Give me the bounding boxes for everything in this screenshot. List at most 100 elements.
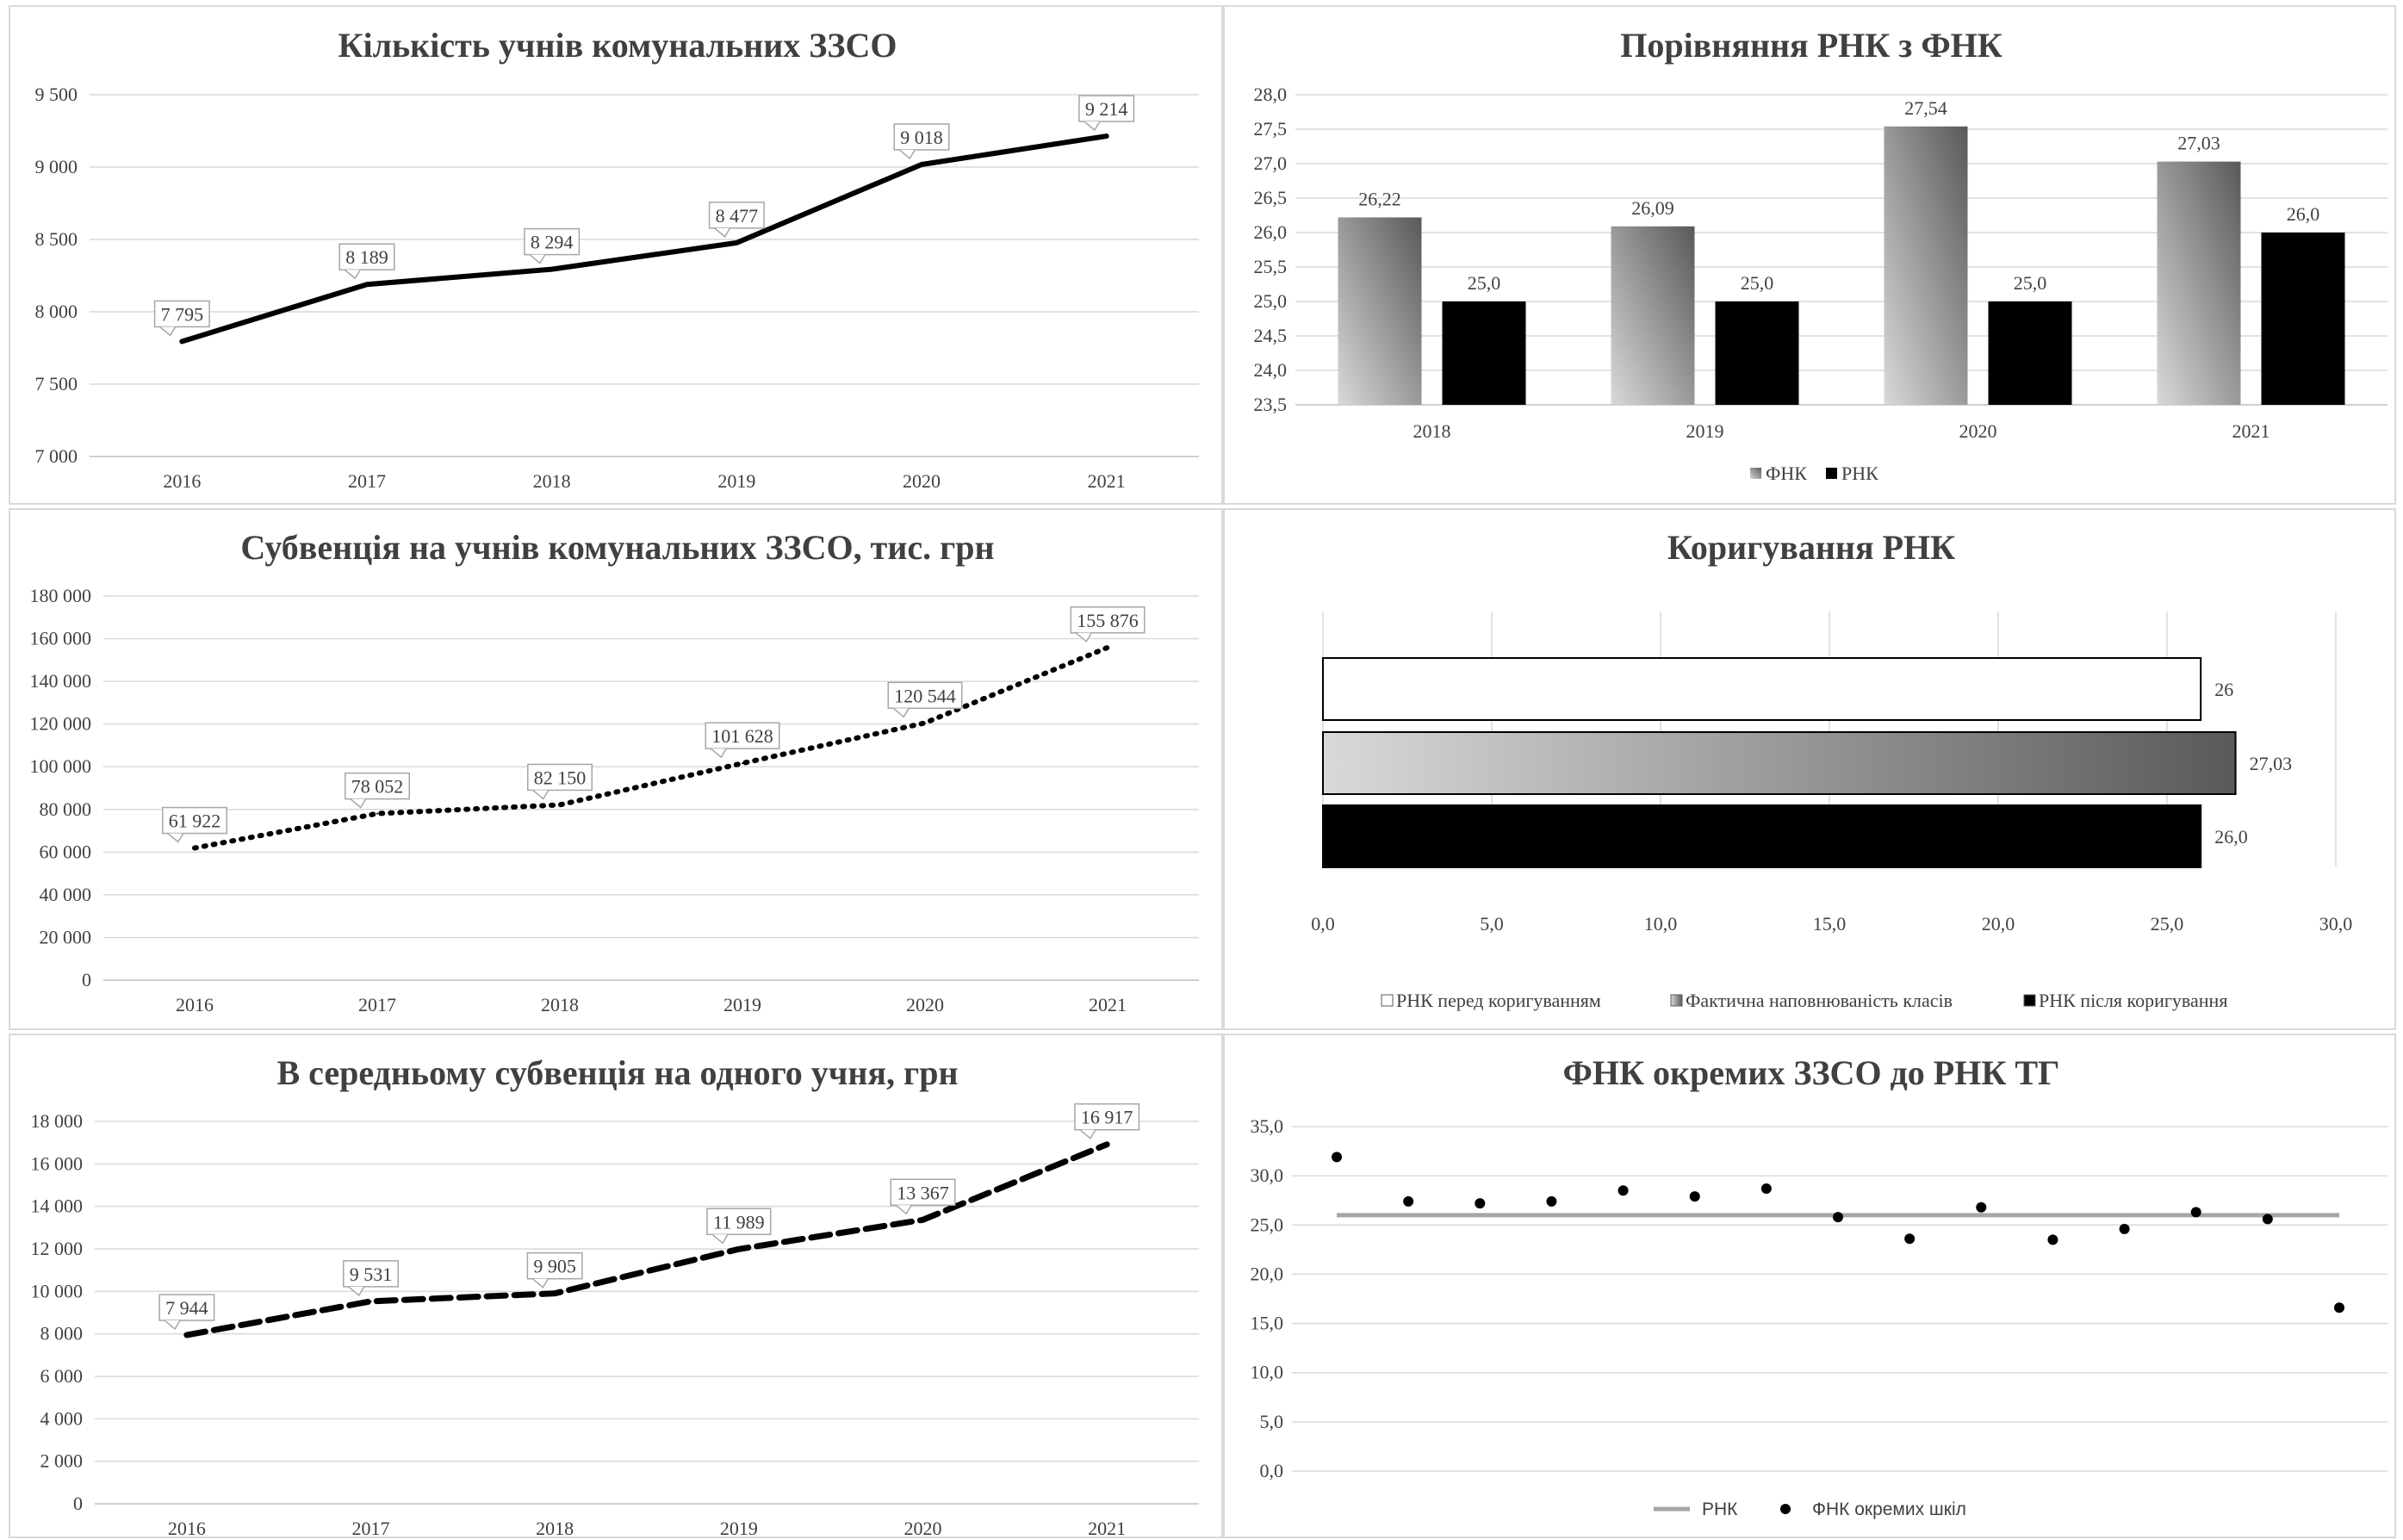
data-point [366,283,368,286]
school-point [1475,1198,1486,1209]
data-label-box [526,1251,583,1280]
data-label-pointer [1075,632,1092,643]
panel-subvention: Субвенція на учнів комунальних ЗЗСО, тис… [9,508,1223,1030]
y-tick-label: 20,0 [1251,1263,1284,1284]
data-label-box [708,202,765,229]
y-tick-label: 27,0 [1254,152,1288,174]
y-tick-label: 25,5 [1254,256,1288,277]
data-label: 8 189 [345,246,388,268]
data-point [559,804,561,806]
y-tick-label: 10 000 [31,1280,84,1301]
legend-swatch [1670,994,1683,1007]
data-label-box [524,227,581,256]
data-label-pointer [350,798,367,809]
school-point [1689,1191,1700,1202]
x-tick-label: 2020 [906,994,944,1015]
y-tick-label: 80 000 [40,798,92,820]
y-tick-label: 6 000 [40,1365,84,1387]
y-tick-label: 120 000 [30,713,92,735]
x-tick-label: 2017 [352,1518,390,1539]
y-tick-label: 160 000 [30,628,92,649]
y-tick-label: 28,0 [1254,84,1288,105]
y-tick-label: 12 000 [31,1238,84,1259]
legend-label: РНК після коригування [2039,990,2227,1011]
y-tick-label: 24,0 [1254,359,1288,381]
data-point [554,1292,556,1295]
y-tick-label: 2 000 [40,1450,84,1472]
data-label: 82 150 [534,767,587,788]
school-point [2334,1302,2344,1313]
legend-swatch-fnk [1780,1504,1791,1514]
data-label: 26,22 [1358,188,1401,209]
y-tick-label: 7 500 [35,373,78,394]
data-label: 61 922 [169,810,221,832]
panel-perstudent: В середньому субвенція на одного учня, г… [9,1034,1223,1539]
chart-title: В середньому субвенція на одного учня, г… [276,1053,958,1092]
x-tick-label: 30,0 [2319,913,2353,935]
chart-schools: ФНК окремих ЗЗСО до РНК ТГ 0,0 5,0 10,0 15,0… [1251,1053,2387,1519]
y-tick-label: 8 500 [35,228,78,250]
x-tick-label: 2016 [168,1518,206,1539]
data-label: 26 [2214,679,2233,700]
data-label-pointer [164,1320,181,1331]
data-label-pointer [711,1233,729,1245]
x-tick-label: 2019 [723,994,761,1015]
data-label: 9 214 [1085,98,1128,120]
legend-label: РНК [1702,1500,1738,1519]
y-tick-label: 20 000 [40,926,92,947]
data-label: 27,03 [2177,133,2220,154]
x-tick-label: 2021 [2232,420,2270,442]
y-tick-label: 23,5 [1254,394,1288,415]
y-tick-label: 60 000 [40,841,92,862]
y-tick-label: 16 000 [31,1152,84,1174]
bar-rnk [1442,301,1526,405]
x-tick-label: 2018 [541,994,579,1015]
school-point [1332,1152,1342,1163]
data-label: 26,0 [2287,203,2320,225]
school-point [2119,1223,2130,1234]
x-tick-label: 0,0 [1311,913,1335,935]
legend-label: ФНК [1766,463,1807,484]
data-label: 7 795 [161,303,204,325]
bar-rnk [2261,233,2345,405]
x-tick-label: 2018 [533,470,571,492]
y-tick-label: 27,5 [1254,118,1288,140]
data-point [194,847,196,849]
y-tick-label: 4 000 [40,1407,84,1429]
data-label-pointer [710,748,727,759]
data-label-pointer [167,832,184,843]
y-tick-label: 26,5 [1254,187,1288,208]
data-label: 27,54 [1904,97,1947,119]
y-tick-label: 10,0 [1251,1362,1284,1383]
school-point [1618,1185,1629,1196]
data-label: 9 018 [900,127,943,148]
data-label-pointer [344,269,361,280]
data-label-box [1070,606,1146,634]
data-label-box [893,123,950,151]
y-tick-label: 9 000 [35,156,78,177]
data-label-box [1078,95,1135,122]
x-tick-label: 5,0 [1480,913,1504,935]
legend-swatch [2023,994,2036,1007]
data-label-pointer [159,326,177,337]
y-tick-label: 0,0 [1260,1460,1284,1481]
data-point [922,1219,924,1221]
y-tick-label: 14 000 [31,1195,84,1217]
school-point [1403,1195,1414,1207]
series-line [183,1141,1110,1338]
y-tick-label: 35,0 [1251,1115,1284,1137]
x-tick-label: 2021 [1088,470,1126,492]
data-point [185,1334,188,1337]
y-tick-label: 7 000 [35,445,78,467]
x-tick-label: 15,0 [1813,913,1847,935]
y-tick-label: 8 000 [35,301,78,322]
y-tick-label: 25,0 [1254,290,1288,312]
chart-title: Коригування РНК [1667,528,1955,567]
data-label-pointer [895,1204,912,1215]
legend-label: РНК [1841,463,1878,484]
data-label-pointer [714,227,731,239]
data-label-box [706,1208,772,1236]
school-point [2047,1234,2058,1245]
school-point [1833,1212,1843,1223]
data-label-box [705,722,780,749]
